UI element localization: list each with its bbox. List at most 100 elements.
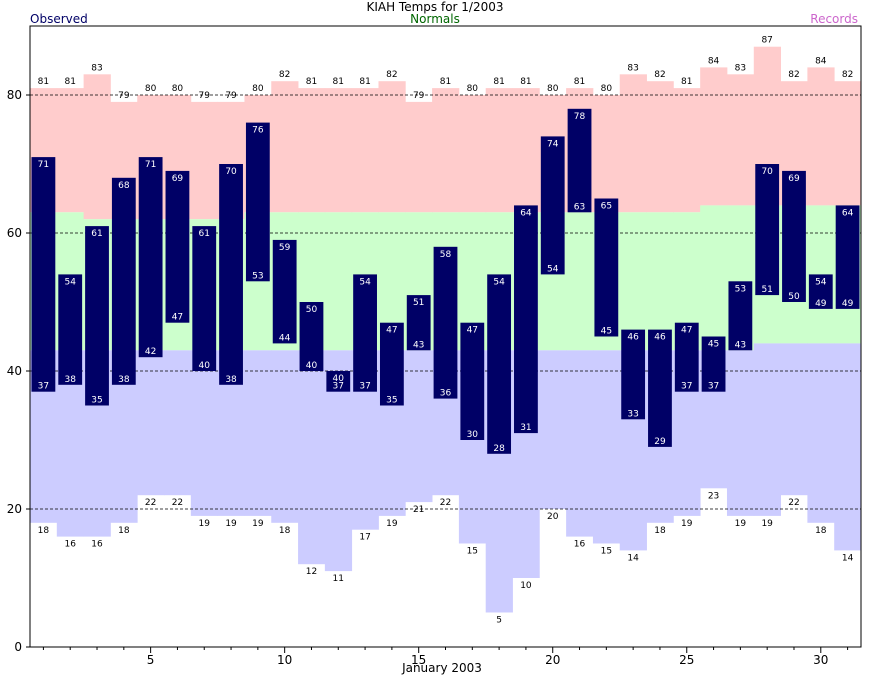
record-low-label: 17 [359,533,370,543]
observed-bar [165,170,190,323]
observed-bar [648,329,672,447]
observed-high-label: 68 [118,181,130,191]
record-high-label: 81 [440,77,451,87]
observed-bar [245,122,270,282]
observed-high-label: 46 [654,333,666,343]
observed-low-label: 35 [386,396,397,406]
observed-low-label: 36 [440,389,452,399]
observed-low-label: 37 [708,382,719,392]
record-high-band [512,88,540,213]
record-high-band [271,81,299,213]
observed-bar [58,274,83,385]
observed-high-label: 70 [225,167,237,177]
observed-bar [326,371,351,392]
record-high-label: 81 [520,77,531,87]
observed-high-label: 69 [788,174,800,184]
legend-normals: Normals [410,12,460,26]
record-high-band [726,74,755,206]
chart-title: KIAH Temps for 1/2003 [366,0,504,14]
observed-low-label: 49 [842,299,854,309]
observed-high-label: 45 [708,340,719,350]
record-high-label: 81 [574,77,585,87]
record-low-label: 19 [386,519,398,529]
record-high-band [432,88,460,213]
record-low-label: 19 [252,519,264,529]
record-high-band [458,95,487,213]
observed-low-label: 38 [225,375,237,385]
record-low-label: 12 [306,567,317,577]
observed-bar [835,205,860,309]
observed-high-label: 59 [279,243,291,253]
observed-bar [433,246,458,399]
observed-low-label: 50 [788,292,800,302]
observed-bar [31,157,56,392]
observed-bar [514,205,538,434]
record-low-label: 22 [172,498,183,508]
record-high-label: 80 [467,84,479,94]
record-high-label: 80 [601,84,613,94]
record-high-label: 80 [172,84,184,94]
observed-high-label: 40 [333,374,345,384]
observed-low-label: 37 [681,382,692,392]
observed-high-label: 50 [306,305,318,315]
observed-bar [138,157,163,358]
observed-bar [540,136,565,275]
record-high-label: 79 [225,91,237,101]
x-tick-label: 15 [411,653,426,667]
record-low-label: 19 [199,519,211,529]
observed-high-label: 54 [64,277,76,287]
observed-low-label: 40 [199,361,211,371]
record-low-label: 5 [496,616,502,626]
record-high-label: 82 [386,70,397,80]
record-high-band [592,95,621,213]
record-low-label: 20 [547,512,559,522]
observed-low-label: 37 [333,382,344,392]
record-high-band [190,101,219,220]
observed-low-label: 43 [413,340,424,350]
record-high-band [56,88,85,213]
observed-high-label: 64 [520,208,532,218]
record-low-band [298,350,326,565]
x-tick-label: 20 [545,653,560,667]
record-high-label: 82 [279,70,290,80]
record-high-label: 82 [654,70,665,80]
observed-bar [594,198,619,337]
record-low-label: 15 [601,547,612,557]
observed-low-label: 38 [64,375,76,385]
record-high-label: 87 [761,36,772,46]
record-low-band [137,350,165,496]
y-tick-label: 20 [7,502,22,516]
record-high-band [834,81,862,206]
record-low-band [164,350,192,496]
record-high-band [405,101,433,213]
record-high-label: 80 [547,84,559,94]
observed-low-label: 30 [467,430,479,440]
observed-high-label: 47 [467,326,478,336]
record-high-label: 81 [64,77,75,87]
observed-high-label: 54 [359,277,371,287]
observed-high-label: 61 [91,229,102,239]
observed-low-label: 29 [654,437,666,447]
record-low-band [271,350,299,523]
observed-low-label: 33 [627,409,638,419]
observed-bar [808,274,833,309]
observed-low-label: 31 [520,423,531,433]
observed-high-label: 65 [601,202,612,212]
record-low-label: 18 [815,526,827,536]
observed-high-label: 61 [199,229,210,239]
record-low-label: 21 [413,505,424,515]
record-high-label: 84 [815,56,827,66]
record-high-label: 81 [681,77,692,87]
observed-high-label: 47 [386,326,397,336]
observed-bar [272,239,297,344]
observed-high-label: 76 [252,126,264,136]
observed-low-label: 35 [91,396,102,406]
record-low-band [834,343,862,551]
record-high-band [485,88,513,213]
record-low-label: 10 [520,581,532,591]
record-high-label: 81 [333,77,344,87]
record-low-label: 16 [91,540,103,550]
record-high-band [700,67,728,206]
observed-bar [728,281,753,351]
record-high-band [324,88,353,213]
